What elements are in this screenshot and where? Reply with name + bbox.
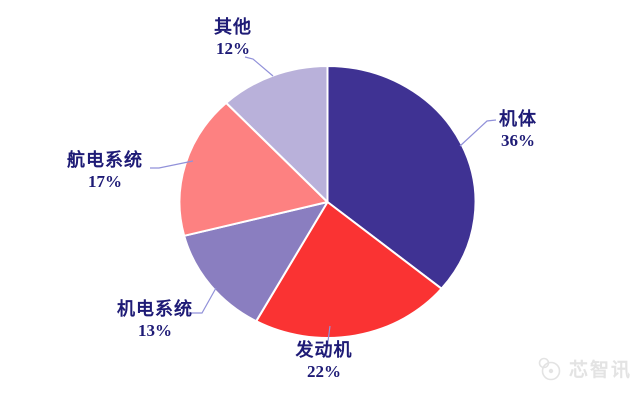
watermark: 芯智讯: [537, 355, 632, 382]
leader-line-qita: [244, 56, 274, 77]
slice-label-hangdian-value: 17%: [88, 172, 122, 191]
leader-line-jiti: [459, 119, 497, 147]
leader-line-hangdian: [150, 160, 194, 169]
watermark-text: 芯智讯: [569, 360, 633, 381]
slice-label-fadongji: 发动机 22%: [285, 339, 363, 383]
pie-slices-group: [178, 65, 477, 339]
slice-label-jidian: 机电系统 13%: [108, 298, 202, 342]
slice-label-qita-value: 12%: [216, 39, 250, 58]
slice-label-jiti-value: 36%: [501, 131, 535, 150]
slice-label-hangdian-name: 航电系统: [67, 150, 143, 170]
pie-slice-机电系统[interactable]: [183, 201, 329, 323]
slice-label-fadongji-name: 发动机: [295, 340, 353, 360]
slice-label-jidian-value: 13%: [138, 321, 172, 340]
slice-label-jiti: 机体 36%: [488, 108, 548, 152]
leader-line-jidian: [188, 287, 217, 314]
slice-label-qita: 其他 12%: [193, 16, 273, 60]
pie-slice-航电系统[interactable]: [178, 101, 329, 237]
watermark-logo-icon: [538, 357, 561, 380]
slice-label-fadongji-value: 22%: [307, 362, 341, 381]
leader-line-fadongji: [325, 325, 331, 358]
pie-slice-发动机[interactable]: [255, 201, 443, 339]
slice-label-jidian-name: 机电系统: [117, 299, 193, 319]
leader-lines-group: [150, 56, 497, 358]
slice-label-hangdian: 航电系统 17%: [53, 149, 157, 193]
slice-label-jiti-name: 机体: [499, 109, 537, 129]
slice-label-qita-name: 其他: [214, 17, 252, 37]
